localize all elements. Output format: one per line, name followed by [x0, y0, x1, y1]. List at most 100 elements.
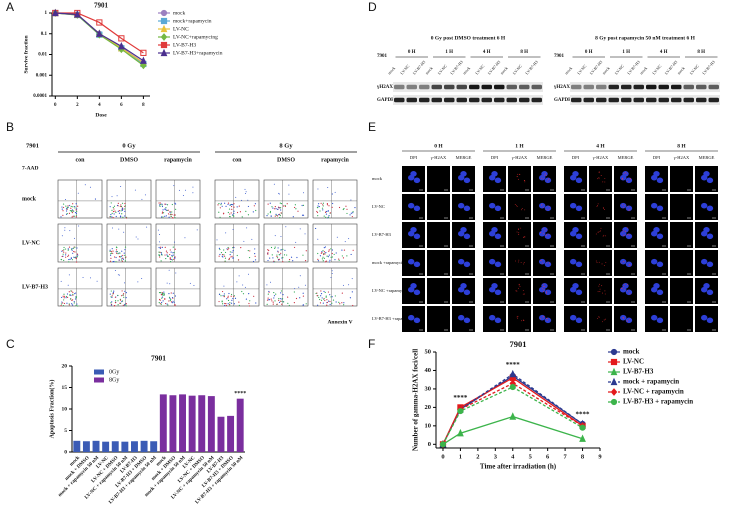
nucleus	[701, 258, 708, 265]
lane-label: mock	[601, 65, 611, 75]
flow-plot	[312, 179, 358, 219]
legend-label: 8Gy	[109, 377, 119, 383]
foci	[604, 290, 606, 292]
event-dot	[119, 302, 121, 304]
cell-line: 7901	[554, 54, 565, 59]
event-dot	[114, 210, 116, 212]
nucleus	[460, 283, 467, 289]
event-dot	[122, 254, 124, 257]
event-dot	[345, 205, 347, 207]
nucleus	[410, 171, 417, 177]
foci	[629, 293, 631, 295]
foci	[623, 286, 624, 288]
event-dot	[331, 272, 333, 274]
event-dot	[284, 205, 287, 208]
event-dot	[169, 257, 171, 259]
band	[431, 97, 442, 103]
event-dot	[184, 237, 186, 239]
band	[481, 84, 492, 90]
event-dot	[327, 291, 330, 293]
event-dot	[120, 204, 122, 206]
foci	[627, 206, 629, 208]
event-dot	[114, 270, 116, 272]
event-dot	[122, 293, 125, 295]
event-dot	[282, 257, 284, 259]
event-dot	[231, 251, 233, 253]
blot-strip	[570, 95, 720, 105]
event-dot	[172, 252, 174, 254]
foci	[628, 265, 630, 267]
event-dot	[76, 208, 78, 210]
event-dot	[161, 205, 164, 208]
event-dot	[116, 204, 119, 207]
event-dot	[74, 246, 76, 248]
event-dot	[229, 305, 231, 307]
bar	[236, 398, 244, 452]
event-dot	[280, 298, 282, 300]
event-dot	[321, 207, 324, 209]
event-dot	[276, 303, 278, 305]
event-dot	[255, 302, 257, 304]
flow-plot	[155, 223, 201, 263]
foci	[602, 181, 604, 183]
event-dot	[231, 208, 233, 210]
event-dot	[75, 297, 77, 299]
foci	[628, 209, 630, 211]
event-dot	[65, 205, 67, 207]
event-dot	[158, 251, 160, 253]
event-dot	[65, 199, 67, 201]
nucleus	[651, 258, 658, 265]
event-dot	[304, 260, 307, 262]
foci	[626, 227, 628, 229]
event-dot	[325, 216, 327, 218]
event-dot	[351, 215, 353, 218]
event-dot	[89, 277, 91, 279]
event-dot	[111, 209, 113, 211]
nucleus	[408, 202, 415, 209]
row-label: mock	[22, 196, 37, 202]
micrograph	[589, 250, 612, 276]
event-dot	[273, 183, 275, 185]
event-dot	[269, 202, 271, 204]
foci	[605, 318, 607, 320]
band	[571, 97, 582, 103]
nucleus	[651, 314, 658, 321]
event-dot	[121, 257, 123, 259]
blot-strip	[393, 95, 543, 105]
event-dot	[109, 215, 111, 218]
event-dot	[275, 293, 277, 295]
foci	[523, 320, 525, 321]
event-dot	[61, 206, 63, 208]
event-dot	[254, 253, 256, 255]
event-dot	[65, 254, 67, 256]
event-dot	[114, 296, 117, 298]
event-dot	[247, 214, 250, 216]
y-tick-label: 15	[62, 385, 68, 391]
band	[633, 97, 644, 103]
event-dot	[122, 294, 124, 296]
foci	[524, 181, 526, 183]
foci	[539, 318, 541, 320]
nucleus	[656, 289, 664, 296]
band	[494, 97, 505, 103]
x-tick-label: 0	[54, 103, 57, 108]
event-dot	[110, 302, 112, 304]
event-dot	[119, 252, 121, 254]
event-dot	[274, 235, 276, 237]
time-header: 8 H	[677, 143, 686, 149]
flow-plot	[312, 223, 358, 263]
event-dot	[230, 256, 232, 258]
event-dot	[227, 248, 229, 251]
foci	[546, 319, 548, 321]
event-dot	[165, 257, 167, 260]
event-dot	[166, 204, 169, 206]
event-dot	[165, 215, 167, 217]
foci	[597, 204, 598, 206]
event-dot	[69, 298, 72, 300]
event-dot	[225, 205, 227, 207]
event-dot	[124, 208, 126, 210]
event-dot	[227, 299, 230, 302]
event-dot	[242, 284, 244, 286]
micrograph	[508, 278, 531, 304]
